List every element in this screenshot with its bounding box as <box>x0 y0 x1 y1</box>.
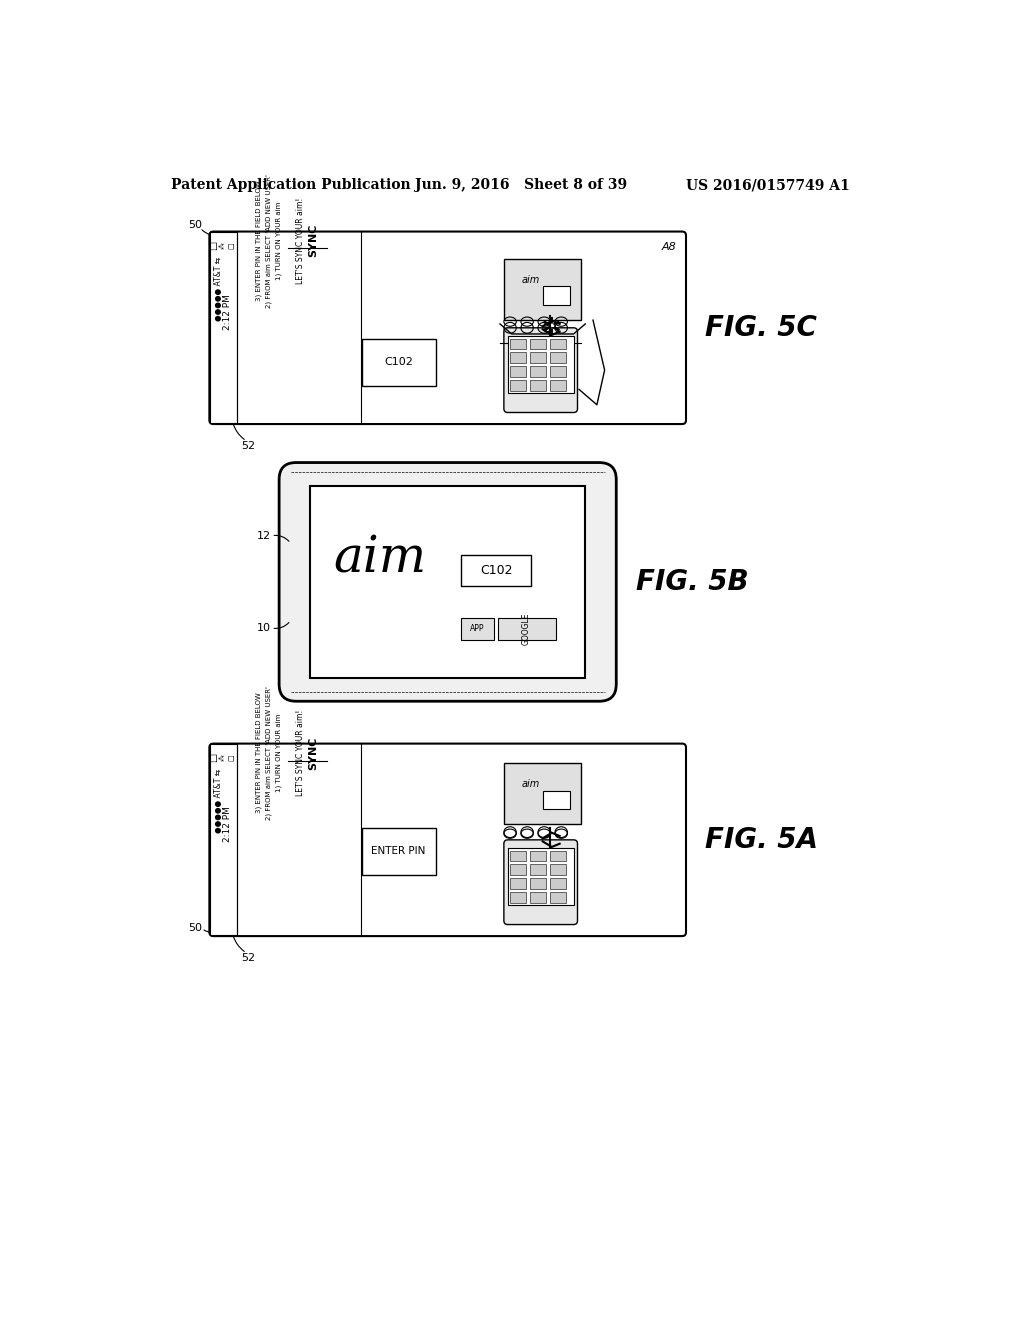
Bar <box>550 380 566 391</box>
Text: 3) ENTER PIN IN THE FIELD BELOW: 3) ENTER PIN IN THE FIELD BELOW <box>255 693 261 813</box>
Text: aim: aim <box>334 535 426 583</box>
Bar <box>510 878 525 890</box>
Bar <box>550 892 566 903</box>
Text: C102: C102 <box>480 564 512 577</box>
Bar <box>510 380 525 391</box>
Bar <box>508 335 573 393</box>
Text: □: □ <box>208 752 218 762</box>
Bar <box>530 367 546 378</box>
Bar <box>510 367 525 378</box>
Text: ⁂: ⁂ <box>220 242 226 249</box>
Bar <box>550 850 566 862</box>
Bar <box>461 554 531 586</box>
Bar <box>504 763 582 825</box>
Text: FIG. 5B: FIG. 5B <box>636 568 749 595</box>
Bar <box>498 618 556 640</box>
Text: □: □ <box>208 240 218 249</box>
Bar <box>550 367 566 378</box>
FancyBboxPatch shape <box>209 231 686 424</box>
Bar <box>362 829 435 875</box>
Text: 52: 52 <box>241 953 255 962</box>
FancyBboxPatch shape <box>504 840 578 924</box>
Bar <box>362 339 435 385</box>
Text: US 2016/0157749 A1: US 2016/0157749 A1 <box>686 178 850 193</box>
Text: □: □ <box>228 754 234 760</box>
Bar <box>543 791 569 809</box>
Bar <box>508 847 573 906</box>
Text: ●●●●● AT&T ⇆: ●●●●● AT&T ⇆ <box>214 257 223 321</box>
Bar <box>550 865 566 875</box>
Text: SYNC: SYNC <box>308 224 317 257</box>
Text: 52: 52 <box>241 441 255 450</box>
Text: aim: aim <box>522 779 540 789</box>
Text: 1) TURN ON YOUR aim: 1) TURN ON YOUR aim <box>275 202 282 280</box>
Text: APP: APP <box>470 624 484 634</box>
Text: ●●●●● AT&T ⇆: ●●●●● AT&T ⇆ <box>214 770 223 833</box>
Bar <box>310 486 586 678</box>
Text: C102: C102 <box>384 358 413 367</box>
Text: 2:12 PM: 2:12 PM <box>223 294 232 330</box>
Text: Jun. 9, 2016   Sheet 8 of 39: Jun. 9, 2016 Sheet 8 of 39 <box>415 178 627 193</box>
Bar <box>510 339 525 350</box>
FancyBboxPatch shape <box>209 743 686 936</box>
Bar <box>510 892 525 903</box>
Bar <box>543 286 569 305</box>
Bar <box>530 339 546 350</box>
Text: 10: 10 <box>257 623 270 634</box>
Bar <box>510 865 525 875</box>
Text: SYNC: SYNC <box>308 737 317 770</box>
Bar <box>504 259 582 321</box>
Bar <box>530 892 546 903</box>
Text: 2) FROM aim SELECT 'ADD NEW USER': 2) FROM aim SELECT 'ADD NEW USER' <box>265 174 271 308</box>
Text: aim: aim <box>522 275 540 285</box>
FancyBboxPatch shape <box>280 462 616 701</box>
Text: ⁂: ⁂ <box>220 754 226 760</box>
Bar <box>510 850 525 862</box>
Bar <box>550 339 566 350</box>
Text: LET'S SYNC YOUR aim!: LET'S SYNC YOUR aim! <box>296 198 305 284</box>
Text: FIG. 5C: FIG. 5C <box>706 314 817 342</box>
Bar <box>510 352 525 363</box>
Text: 12: 12 <box>257 531 270 541</box>
Text: 1) TURN ON YOUR aim: 1) TURN ON YOUR aim <box>275 714 282 792</box>
Text: FIG. 5A: FIG. 5A <box>706 826 818 854</box>
Text: LET'S SYNC YOUR aim!: LET'S SYNC YOUR aim! <box>296 710 305 796</box>
Bar <box>461 618 494 640</box>
Text: Patent Application Publication: Patent Application Publication <box>171 178 411 193</box>
Text: 2) FROM aim SELECT 'ADD NEW USER': 2) FROM aim SELECT 'ADD NEW USER' <box>265 686 271 820</box>
Bar <box>530 352 546 363</box>
Bar <box>530 380 546 391</box>
Bar <box>550 352 566 363</box>
Bar <box>210 744 238 936</box>
Bar <box>210 232 238 424</box>
FancyBboxPatch shape <box>504 327 578 412</box>
Text: 50: 50 <box>188 220 203 231</box>
Text: 3) ENTER PIN IN THE FIELD BELOW: 3) ENTER PIN IN THE FIELD BELOW <box>255 181 261 301</box>
Bar <box>550 878 566 890</box>
Bar <box>530 865 546 875</box>
Text: 50: 50 <box>188 924 203 933</box>
Text: 2:12 PM: 2:12 PM <box>223 807 232 842</box>
Text: A8: A8 <box>662 242 676 252</box>
Text: GOOGLE: GOOGLE <box>522 612 530 645</box>
Bar <box>530 878 546 890</box>
Text: ENTER PIN: ENTER PIN <box>372 846 426 857</box>
Text: ✲: ✲ <box>540 315 561 339</box>
Bar <box>530 850 546 862</box>
Text: □: □ <box>228 242 234 248</box>
